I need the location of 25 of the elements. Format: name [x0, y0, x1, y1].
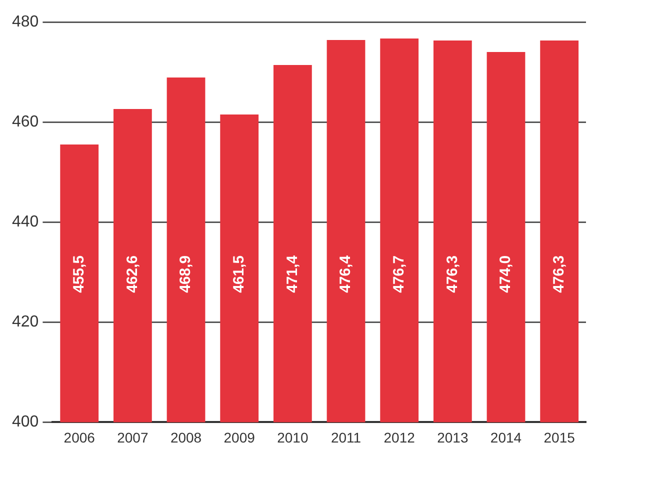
x-tick-label: 2010 [277, 429, 308, 446]
data-label: 476,3 [550, 255, 568, 293]
y-tick-label: 440 [12, 214, 39, 231]
y-tick-label: 460 [12, 113, 39, 130]
y-tick-label: 420 [12, 314, 39, 331]
x-tick-label: 2014 [490, 429, 522, 446]
data-label: 461,5 [230, 255, 248, 293]
x-tick-label: 2006 [64, 429, 96, 446]
data-label: 476,7 [390, 255, 408, 293]
y-tick-label: 400 [12, 414, 39, 431]
data-label: 468,9 [177, 255, 194, 293]
data-label: 471,4 [284, 254, 301, 293]
x-tick-label: 2015 [544, 429, 576, 446]
x-tick-label: 2013 [437, 429, 468, 446]
y-tick-label: 480 [12, 13, 39, 30]
x-tick-label: 2008 [170, 429, 202, 446]
x-tick-label: 2009 [224, 429, 256, 446]
x-tick-label: 2012 [384, 429, 416, 446]
data-label: 474,0 [497, 255, 514, 293]
x-tick-label: 2011 [330, 429, 362, 446]
x-tick-label: 2007 [117, 429, 148, 446]
data-label: 476,4 [337, 254, 354, 293]
data-label: 476,3 [444, 255, 461, 293]
data-label: 462,6 [124, 255, 141, 293]
data-label: 455,5 [70, 255, 88, 293]
